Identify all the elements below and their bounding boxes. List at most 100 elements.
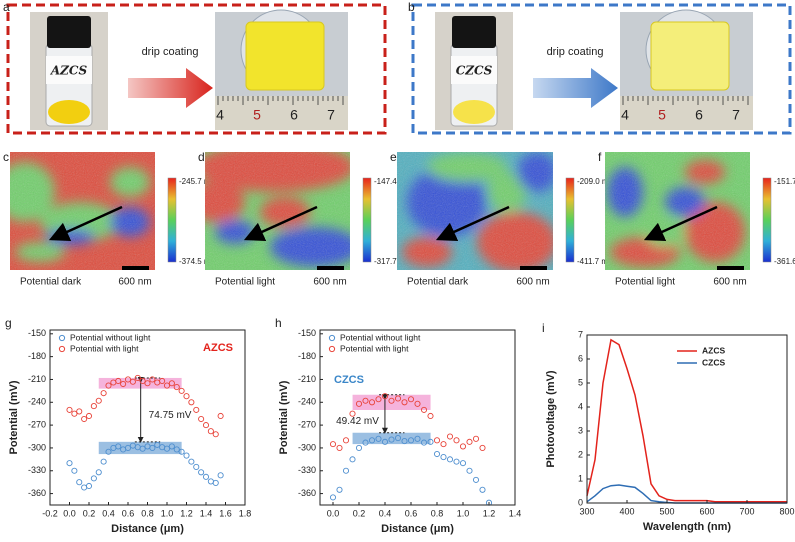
data-point xyxy=(115,443,122,450)
ruler-number: 5 xyxy=(253,107,261,123)
colorbar-top: -151.7 mV xyxy=(774,177,795,186)
y-tick-label: 1 xyxy=(578,473,583,483)
data-point xyxy=(173,446,180,453)
legend-marker xyxy=(58,345,66,353)
data-point xyxy=(440,454,447,461)
legend-marker xyxy=(58,334,66,342)
data-point xyxy=(81,484,88,491)
data-point xyxy=(90,475,97,482)
data-point xyxy=(459,460,467,467)
panel-label: b xyxy=(408,0,415,14)
potential-map xyxy=(205,152,350,270)
data-point xyxy=(394,434,402,442)
data-point xyxy=(154,441,161,448)
data-point xyxy=(466,467,473,474)
panel-frame xyxy=(6,3,387,135)
vial-label xyxy=(46,56,92,84)
y-tick-label: -330 xyxy=(298,465,316,475)
ruler-number: 4 xyxy=(621,107,629,123)
colorbar-bottom: -317.7 mV xyxy=(374,257,412,266)
map-arrow xyxy=(243,205,318,241)
y-tick-label: -150 xyxy=(28,328,46,338)
data-point xyxy=(420,439,428,446)
ruler-number: 7 xyxy=(732,107,740,123)
map-noise xyxy=(205,152,350,270)
x-tick-label: 800 xyxy=(779,506,794,516)
data-point xyxy=(81,415,88,423)
data-point xyxy=(188,399,195,406)
colorbar-bottom: -374.5 mV xyxy=(179,257,217,266)
data-point xyxy=(401,399,408,406)
data-point xyxy=(420,406,428,413)
y-tick-label: 5 xyxy=(578,377,583,387)
legend-text: CZCS xyxy=(702,357,725,367)
potential-map xyxy=(10,152,155,270)
scale-text: 600 nm xyxy=(313,277,346,288)
y-tick-label: -300 xyxy=(298,442,316,452)
data-point xyxy=(336,444,343,451)
map-caption: Potential dark xyxy=(20,277,82,288)
ruler xyxy=(620,96,753,130)
panel-label: i xyxy=(542,321,545,335)
highlight-band xyxy=(352,432,431,445)
colorbar-bottom: -411.7 mV xyxy=(577,257,614,266)
data-point xyxy=(149,376,156,383)
data-point xyxy=(479,486,486,493)
data-point xyxy=(362,439,369,446)
data-point xyxy=(459,443,467,450)
data-point xyxy=(95,397,102,404)
x-tick-label: 0.4 xyxy=(379,508,392,518)
panel-label: d xyxy=(198,150,205,164)
ruler-number: 4 xyxy=(216,107,224,123)
data-point xyxy=(71,467,78,474)
data-point xyxy=(472,476,480,483)
data-point xyxy=(120,380,127,388)
data-point xyxy=(105,382,112,389)
data-point xyxy=(193,463,200,471)
data-point xyxy=(394,395,402,402)
arrow-text: drip coating xyxy=(547,46,604,58)
plot-frame xyxy=(49,329,246,506)
y-tick-label: 7 xyxy=(578,329,583,339)
legend-marker xyxy=(328,334,336,342)
x-tick-label: 0.0 xyxy=(63,508,76,518)
vial-liquid xyxy=(48,100,90,124)
data-point xyxy=(375,435,382,442)
x-tick-label: 0.4 xyxy=(102,508,115,518)
map-arrow xyxy=(435,205,510,241)
x-tick-label: 1.6 xyxy=(219,508,232,518)
data-point xyxy=(149,444,156,451)
data-point xyxy=(124,444,132,451)
y-tick-label: -180 xyxy=(28,351,46,361)
data-point xyxy=(71,410,78,417)
data-line xyxy=(586,338,787,503)
x-tick-label: 1.4 xyxy=(509,508,522,518)
highlight-band xyxy=(352,394,431,410)
data-point xyxy=(85,482,93,490)
data-point xyxy=(173,384,180,391)
x-tick-label: 0.8 xyxy=(431,508,444,518)
data-point xyxy=(349,410,356,417)
vial-label xyxy=(451,56,497,84)
y-tick-label: 4 xyxy=(578,401,583,411)
data-point xyxy=(349,456,356,463)
data-point xyxy=(368,437,376,444)
data-point xyxy=(217,472,224,479)
map-arrow xyxy=(48,205,123,241)
colorbar xyxy=(167,177,177,263)
colorbar xyxy=(362,177,372,263)
y-tick-label: -210 xyxy=(28,374,46,384)
data-point xyxy=(407,396,415,403)
data-point xyxy=(375,396,382,403)
legend-text: Potential with light xyxy=(340,343,409,353)
film xyxy=(245,21,325,91)
data-point xyxy=(355,444,363,451)
data-point xyxy=(407,437,415,444)
x-tick-label: 0.2 xyxy=(83,508,96,518)
scale-bar xyxy=(520,266,547,270)
y-tick-label: -360 xyxy=(28,488,46,498)
y-tick-label: -180 xyxy=(298,351,316,361)
x-tick-label: 1.0 xyxy=(457,508,470,518)
colorbar xyxy=(762,177,772,263)
